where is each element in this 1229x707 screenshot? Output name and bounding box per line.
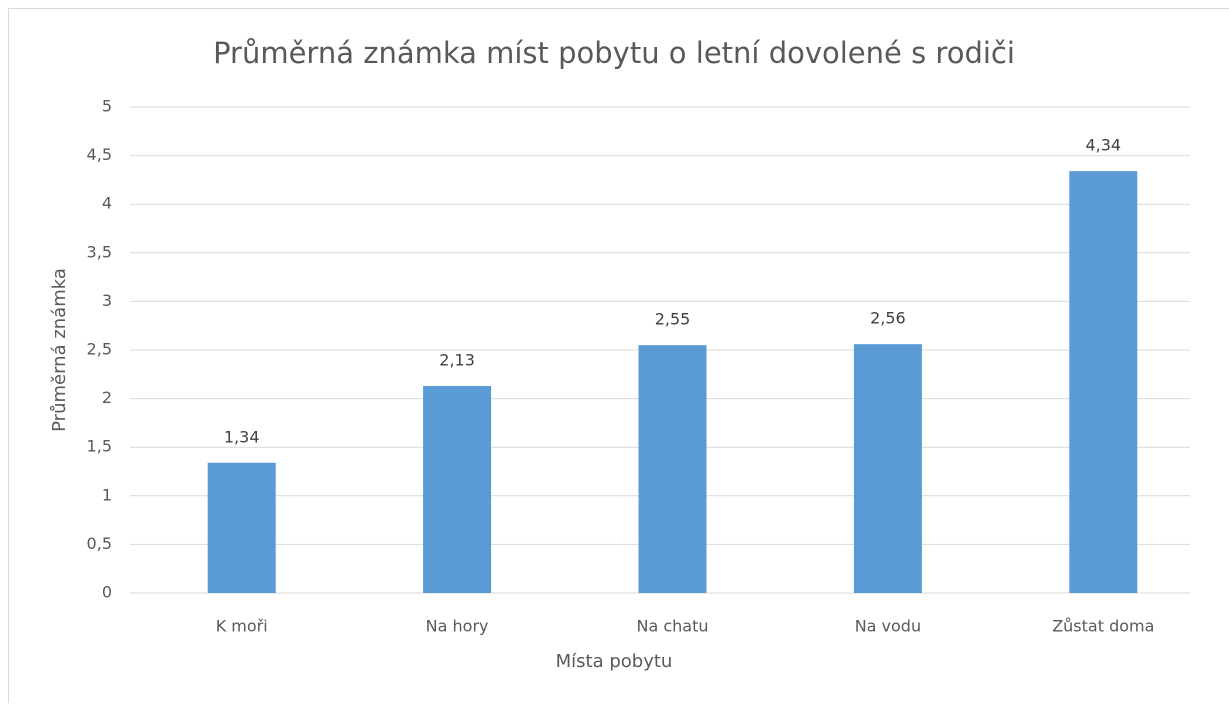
x-tick-label: Na chatu: [636, 617, 708, 636]
data-label: 4,34: [1085, 136, 1121, 155]
x-tick-label: Na hory: [426, 617, 489, 636]
y-tick-label: 0,5: [87, 534, 112, 553]
y-tick-label: 4: [102, 194, 112, 213]
bar: [1069, 171, 1137, 593]
chart-title: Průměrná známka míst pobytu o letní dovo…: [213, 36, 1015, 70]
y-axis-title: Průměrná známka: [49, 268, 70, 432]
data-label: 1,34: [224, 427, 260, 446]
y-tick-label: 5: [102, 97, 112, 116]
y-tick-label: 1,5: [87, 437, 112, 456]
y-tick-label: 1: [102, 485, 112, 504]
chart-frame: [9, 9, 1229, 704]
x-tick-label: K moři: [216, 617, 268, 636]
y-tick-label: 3: [102, 291, 112, 310]
bar: [639, 345, 707, 593]
x-tick-label: Na vodu: [855, 617, 921, 636]
x-tick-label: Zůstat doma: [1052, 617, 1154, 636]
data-label: 2,13: [439, 350, 475, 369]
x-axis-title: Místa pobytu: [556, 651, 673, 672]
data-label: 2,56: [870, 309, 906, 328]
bar: [208, 463, 276, 593]
y-tick-label: 2,5: [87, 340, 112, 359]
y-tick-label: 4,5: [87, 145, 112, 164]
data-label: 2,55: [655, 310, 691, 329]
y-tick-label: 0: [102, 583, 112, 602]
y-tick-label: 2: [102, 388, 112, 407]
bar: [423, 386, 491, 593]
y-tick-label: 3,5: [87, 242, 112, 261]
bar: [854, 344, 922, 593]
